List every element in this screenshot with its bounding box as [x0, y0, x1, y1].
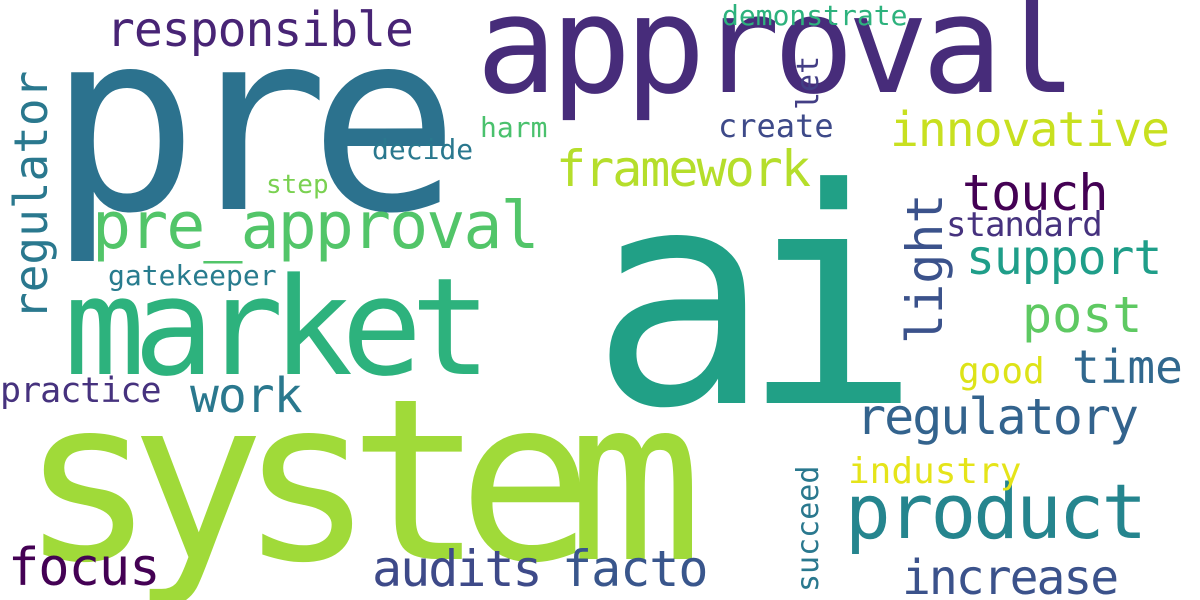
word-touch: touch [962, 164, 1109, 222]
word-pre_approval: pre_approval [92, 189, 540, 264]
word-work: work [190, 368, 303, 424]
word-decide: decide [372, 133, 474, 166]
word-facto: facto [562, 540, 709, 598]
word-system: system [20, 351, 703, 600]
word-time: time [1072, 340, 1183, 394]
word-framework: framework [556, 140, 811, 198]
word-practice: practice [0, 371, 162, 411]
word-regulator: regulator [4, 70, 58, 320]
word-regulatory: regulatory [856, 388, 1139, 446]
word-create: create [718, 107, 834, 145]
word-market: market [64, 249, 492, 406]
word-succeed: succeed [791, 465, 826, 592]
word-standard: standard [946, 205, 1103, 245]
word-audits: audits [372, 540, 543, 598]
word-focus: focus [8, 538, 161, 598]
word-innovative: innovative [890, 102, 1170, 158]
word-post: post [1022, 286, 1143, 344]
word-let: let [791, 55, 826, 110]
word-good: good [958, 351, 1045, 392]
word-pre: pre [48, 0, 460, 268]
word-industry: industry [848, 451, 1022, 492]
word-product: product [845, 467, 1147, 556]
word-support: support [966, 230, 1162, 286]
word-step: step [266, 170, 329, 200]
word-increase: increase [902, 550, 1119, 600]
word-approval: approval [476, 0, 1077, 124]
word-ai: ai [590, 125, 921, 474]
word-gatekeeper: gatekeeper [108, 259, 277, 292]
word-demonstrate: demonstrate [722, 0, 908, 32]
word-light: light [896, 193, 954, 344]
word-harm: harm [480, 111, 548, 144]
word-responsible: responsible [106, 2, 414, 58]
